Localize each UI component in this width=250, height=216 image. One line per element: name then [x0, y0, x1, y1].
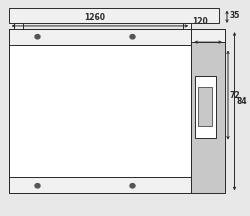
Circle shape	[35, 184, 40, 188]
Bar	[182, 23, 191, 30]
Bar	[14, 23, 22, 30]
Circle shape	[130, 35, 135, 39]
Bar	[198, 87, 212, 126]
Bar	[194, 76, 216, 138]
Circle shape	[35, 35, 40, 39]
Text: 1260: 1260	[84, 13, 105, 22]
Bar	[9, 29, 191, 193]
Text: 120: 120	[192, 17, 208, 26]
Bar	[9, 45, 191, 177]
Text: 35: 35	[230, 11, 240, 20]
Bar	[191, 29, 225, 42]
Bar	[9, 8, 219, 23]
Text: 84: 84	[236, 97, 247, 106]
Bar	[9, 177, 191, 193]
Bar	[9, 29, 191, 45]
Circle shape	[130, 184, 135, 188]
Text: 72: 72	[230, 91, 240, 100]
Bar	[191, 29, 225, 193]
